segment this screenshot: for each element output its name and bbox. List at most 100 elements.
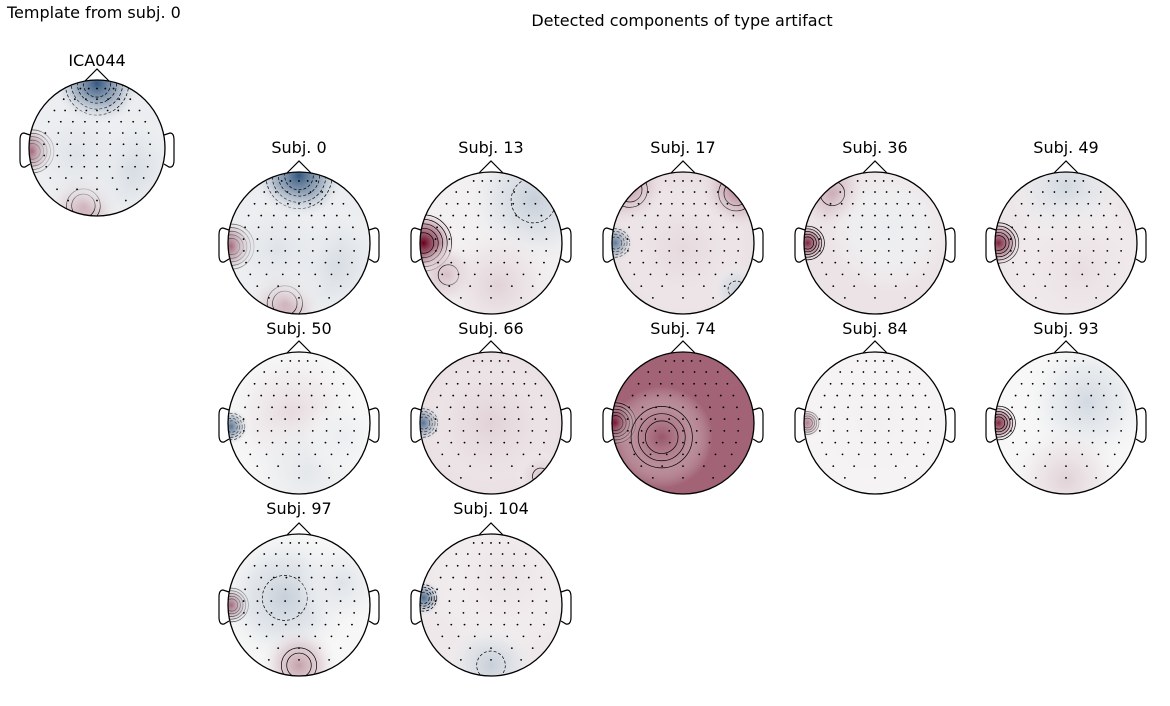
electrode bbox=[1009, 238, 1012, 240]
electrode bbox=[1051, 226, 1054, 229]
electrode bbox=[1092, 418, 1095, 420]
electrode bbox=[1038, 261, 1041, 264]
electrode bbox=[682, 441, 684, 444]
electrode bbox=[709, 429, 712, 432]
electrode bbox=[682, 453, 684, 456]
electrode bbox=[330, 453, 333, 456]
electrode bbox=[735, 261, 737, 264]
electrode bbox=[249, 635, 252, 638]
electrode bbox=[832, 429, 835, 432]
electrode bbox=[1025, 261, 1028, 264]
electrode bbox=[128, 109, 130, 112]
electrode bbox=[338, 226, 341, 229]
electrode bbox=[1041, 191, 1044, 193]
electrode bbox=[332, 191, 335, 193]
electrode bbox=[76, 188, 78, 191]
electrode bbox=[256, 600, 259, 602]
electrode bbox=[56, 143, 59, 146]
right-ear bbox=[368, 227, 380, 263]
electrode bbox=[913, 441, 916, 444]
topomap-s50: Subj. 50 bbox=[218, 319, 380, 495]
electrode bbox=[448, 418, 451, 420]
electrode bbox=[1078, 406, 1081, 409]
electrode bbox=[1009, 418, 1012, 420]
electrode bbox=[249, 453, 252, 456]
electrode bbox=[890, 453, 893, 456]
electrode bbox=[1082, 360, 1085, 362]
electrode bbox=[900, 261, 903, 264]
head-outline bbox=[227, 351, 371, 495]
electrode bbox=[543, 623, 545, 626]
electrode bbox=[628, 406, 631, 409]
electrode bbox=[1065, 406, 1067, 409]
electrode bbox=[523, 564, 526, 567]
electrode bbox=[434, 611, 437, 614]
electrode bbox=[1098, 202, 1101, 205]
electrode bbox=[270, 429, 273, 432]
electrode bbox=[249, 273, 252, 276]
electrode bbox=[353, 418, 356, 420]
electrode bbox=[1065, 382, 1067, 385]
electrode bbox=[531, 465, 534, 468]
electrode bbox=[538, 635, 541, 638]
electrode bbox=[84, 120, 86, 123]
electrode bbox=[874, 214, 876, 217]
electrode bbox=[1065, 441, 1067, 444]
electrode bbox=[735, 226, 738, 229]
electrode bbox=[922, 453, 925, 456]
electrode bbox=[481, 542, 484, 544]
electrode bbox=[682, 382, 684, 385]
electrode bbox=[862, 382, 865, 385]
electrode bbox=[1115, 214, 1118, 217]
electrode bbox=[83, 165, 86, 168]
electrode bbox=[256, 465, 259, 468]
electrode bbox=[455, 553, 458, 555]
electrode bbox=[314, 273, 317, 276]
electrode bbox=[1038, 441, 1041, 444]
electrode bbox=[887, 429, 890, 432]
electrode bbox=[263, 371, 266, 373]
electrode bbox=[455, 191, 458, 193]
electrode bbox=[543, 441, 545, 444]
electrode bbox=[348, 214, 351, 217]
electrode bbox=[476, 600, 479, 602]
electrode bbox=[530, 406, 533, 409]
electrode bbox=[503, 600, 506, 602]
electrode bbox=[901, 429, 904, 432]
electrode bbox=[314, 453, 317, 456]
nose bbox=[1052, 340, 1080, 355]
electrode bbox=[1113, 453, 1116, 456]
electrode bbox=[298, 226, 300, 229]
electrode bbox=[513, 553, 516, 555]
electrode bbox=[821, 441, 823, 444]
electrode bbox=[901, 226, 903, 229]
electrode bbox=[1092, 238, 1095, 240]
electrode bbox=[325, 600, 328, 602]
electrode bbox=[351, 226, 354, 229]
electrode bbox=[463, 588, 465, 591]
electrode bbox=[242, 238, 245, 240]
electrode bbox=[853, 465, 856, 468]
electrode bbox=[860, 429, 863, 432]
electrode bbox=[286, 564, 289, 567]
electrode bbox=[897, 191, 900, 193]
electrode bbox=[655, 226, 657, 229]
electrode bbox=[709, 238, 712, 240]
topomap-s104: Subj. 104 bbox=[410, 499, 572, 677]
electrode bbox=[730, 453, 733, 456]
electrode bbox=[1016, 273, 1019, 276]
electrode bbox=[1047, 180, 1050, 182]
electrode bbox=[874, 273, 876, 276]
electrode bbox=[253, 382, 256, 385]
electrode bbox=[629, 261, 631, 264]
electrode bbox=[1087, 202, 1090, 205]
nose bbox=[285, 160, 313, 175]
electrode bbox=[436, 226, 439, 229]
electrode bbox=[647, 371, 650, 373]
electrode bbox=[1078, 226, 1081, 229]
electrode bbox=[524, 553, 527, 555]
topomap-label: ICA044 bbox=[68, 51, 125, 70]
electrode bbox=[517, 418, 520, 420]
electrode bbox=[463, 406, 465, 409]
electrode bbox=[821, 261, 823, 264]
